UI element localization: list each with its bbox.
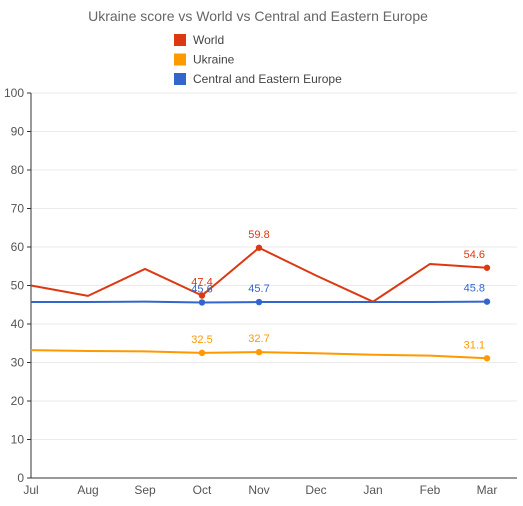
x-tick-label: Aug	[77, 483, 98, 497]
series-group	[30, 244, 491, 362]
legend-swatch-2	[174, 53, 186, 66]
x-tick-label: Oct	[193, 483, 212, 497]
y-tick-label: 90	[11, 125, 25, 139]
data-point[interactable]	[198, 349, 206, 357]
data-label: 32.5	[191, 334, 212, 346]
x-tick-label: Feb	[420, 483, 441, 497]
chart-title: Ukraine score vs World vs Central and Ea…	[88, 8, 428, 24]
y-tick-label: 60	[11, 240, 25, 254]
data-point[interactable]	[483, 264, 491, 271]
data-point[interactable]	[198, 292, 206, 299]
data-point[interactable]	[255, 348, 263, 356]
data-point[interactable]	[255, 244, 263, 251]
data-label: 47.4	[191, 277, 212, 289]
grid-lines	[31, 92, 517, 440]
x-tick-label: Nov	[248, 483, 269, 497]
legend-swatch-1	[174, 34, 186, 46]
legend-label-3: Central and Eastern Europe	[193, 72, 342, 86]
data-point[interactable]	[483, 298, 491, 305]
x-tick-label: Mar	[477, 483, 498, 497]
y-tick-label: 50	[11, 279, 25, 293]
x-tick-label: Sep	[134, 483, 156, 497]
y-tick-label: 70	[11, 202, 25, 216]
y-tick-label: 0	[17, 471, 24, 485]
data-label: 45.8	[464, 283, 485, 295]
legend-label-1: World	[193, 33, 224, 47]
y-tick-label: 80	[11, 163, 25, 177]
data-label: 45.6	[191, 283, 212, 295]
x-tick-label: Jan	[363, 483, 382, 497]
data-labels: 47.4 59.8 54.6 32.5 32.7 31.1 45.6 45.7 45.8	[191, 229, 485, 351]
legend-label-2: Ukraine	[193, 53, 235, 67]
x-tick-label: Dec	[305, 483, 326, 497]
y-tick-label: 40	[11, 317, 25, 331]
data-point[interactable]	[483, 355, 491, 362]
y-tick-label: 30	[11, 356, 25, 370]
data-label: 59.8	[248, 229, 269, 241]
data-label: 54.6	[464, 249, 485, 261]
data-label: 31.1	[464, 339, 485, 351]
x-tick-label: Jul	[23, 483, 38, 497]
data-label: 45.7	[248, 283, 269, 295]
chart-legend: World Ukraine Central and Eastern Europe	[174, 33, 342, 86]
data-label: 32.7	[248, 333, 269, 345]
data-point[interactable]	[255, 298, 263, 306]
legend-swatch-3	[174, 73, 186, 85]
y-tick-label: 10	[11, 433, 25, 447]
y-tick-label: 20	[11, 394, 25, 408]
y-tick-label: 100	[4, 86, 24, 100]
axes: 0 10 20 30 40 50 60 70 80 90 100 Jul Aug Sep Oct Nov Dec…	[4, 86, 517, 497]
data-point[interactable]	[198, 299, 206, 306]
